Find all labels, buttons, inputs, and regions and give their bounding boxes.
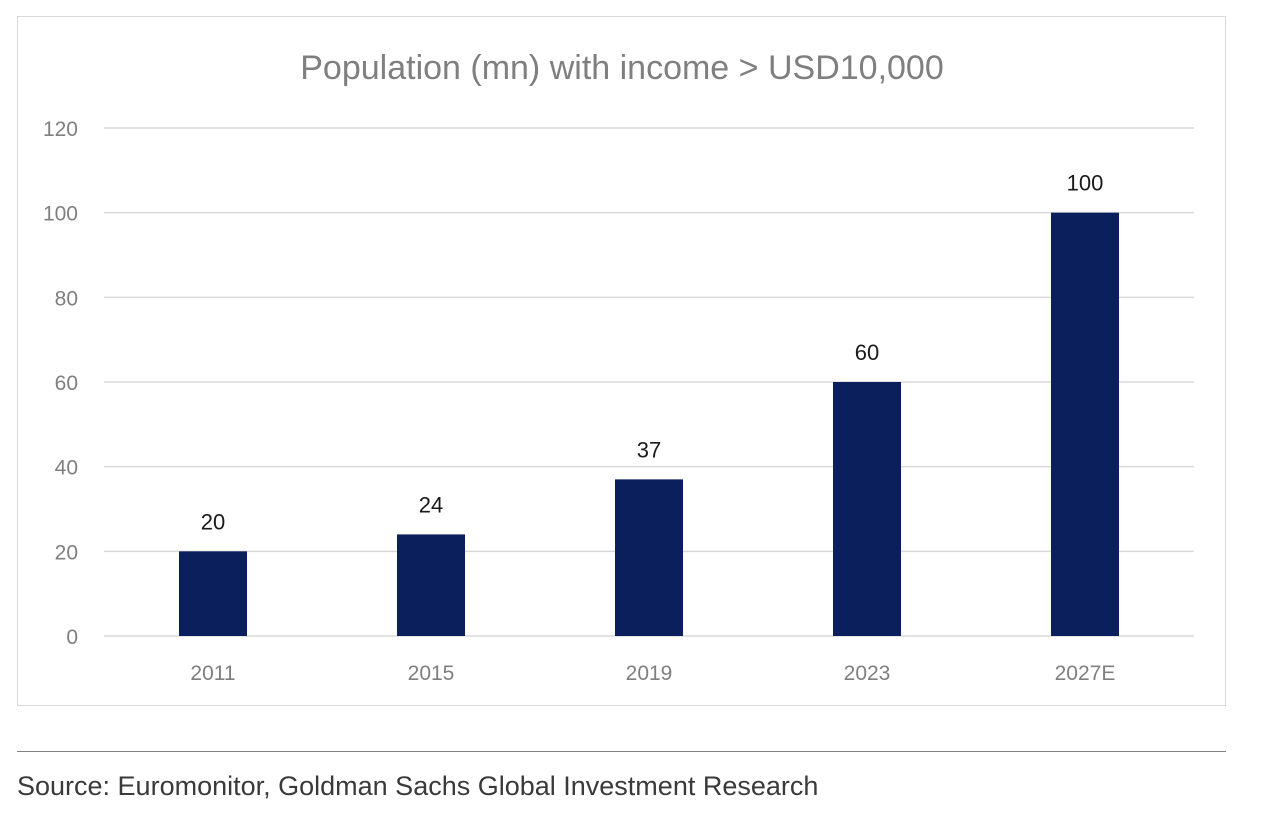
data-label-2019: 37 [637,437,661,462]
source-divider [17,751,1226,752]
data-label-2023: 60 [855,340,879,365]
x-tick-label-2015: 2015 [408,662,455,685]
y-tick-label: 60 [55,372,78,395]
y-tick-label: 40 [55,457,78,480]
y-tick-label: 80 [55,287,78,310]
bar-2015 [397,534,465,636]
bar-2011 [179,551,247,636]
gridlines [104,127,1194,637]
x-axis-ticks: 2011 2015 2019 2023 2027E [190,662,1115,685]
x-tick-label-2019: 2019 [626,662,673,685]
y-tick-label: 0 [66,626,78,649]
y-tick-label: 100 [43,203,78,226]
bar-2019 [615,479,683,636]
chart-title: Population (mn) with income > USD10,000 [300,49,944,87]
x-tick-label-2011: 2011 [190,662,235,685]
x-tick-label-2023: 2023 [844,662,891,685]
y-tick-label: 120 [43,118,78,141]
bars [179,212,1119,636]
bar-chart: Population (mn) with income > USD10,000 … [43,49,1194,685]
bar-2027E [1051,212,1119,636]
data-label-2027E: 100 [1067,171,1104,196]
data-labels: 20 24 37 60 100 [201,171,1104,535]
bar-2023 [833,382,901,636]
y-tick-label: 20 [55,541,78,564]
y-axis-ticks: 0 20 40 60 80 100 120 [43,118,78,649]
data-label-2011: 20 [201,509,225,534]
data-label-2015: 24 [419,492,443,517]
x-tick-label-2027E: 2027E [1055,662,1116,685]
source-note: Source: Euromonitor, Goldman Sachs Globa… [17,771,819,801]
